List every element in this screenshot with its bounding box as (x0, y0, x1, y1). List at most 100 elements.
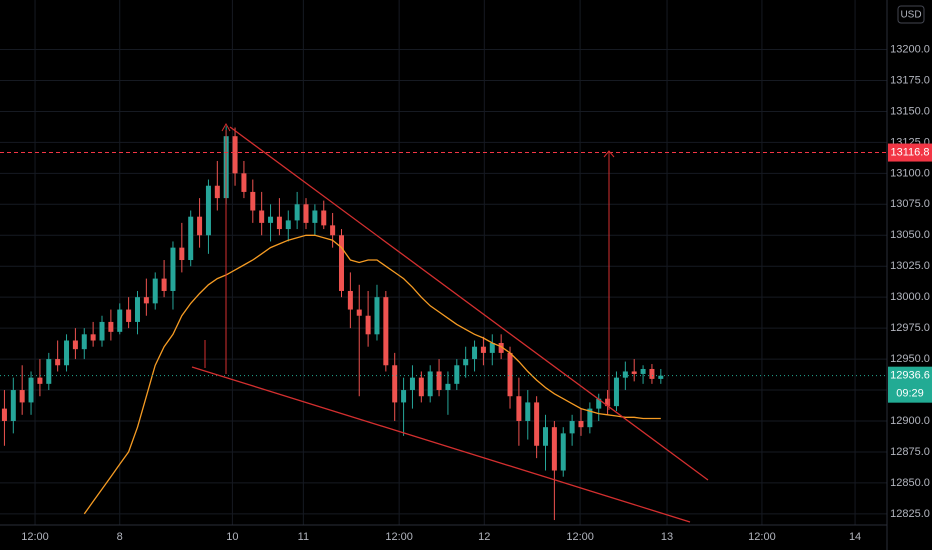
candle-body (214, 185, 220, 199)
y-tick-label: 12875.0 (890, 446, 930, 458)
x-tick-label: 14 (849, 531, 861, 543)
price-axis: 12825.012850.012875.012900.012925.012950… (888, 43, 932, 520)
candle-body (418, 377, 424, 397)
candle-body (436, 371, 442, 391)
currency-box[interactable] (897, 5, 925, 24)
candle-body (312, 210, 318, 223)
candle-body (161, 278, 167, 291)
candle-body (569, 420, 575, 434)
candle-body (347, 290, 353, 310)
candle-body (28, 377, 34, 403)
candle-body (578, 420, 584, 428)
y-tick-label: 13100.0 (890, 167, 930, 179)
price-box (888, 366, 932, 403)
candle-body (294, 204, 300, 221)
candle-body (99, 321, 105, 341)
candle-body (374, 297, 380, 335)
countdown: 09:29 (896, 388, 924, 400)
candle-body (463, 359, 469, 366)
arrow-head (603, 150, 615, 158)
candle-body (640, 368, 646, 374)
trend-line (191, 366, 691, 523)
x-tick-label: 8 (117, 531, 123, 543)
candle-body (143, 297, 149, 304)
candle-body (72, 340, 78, 350)
y-tick-label: 13050.0 (890, 229, 930, 241)
candle-body (205, 185, 211, 236)
candle-body (179, 247, 185, 261)
x-tick-label: 12:00 (21, 531, 49, 543)
y-tick-label: 13075.0 (890, 198, 930, 210)
candle-body (631, 371, 637, 374)
candle-body (10, 390, 16, 421)
candle-body (338, 235, 344, 291)
x-tick-label: 12:00 (566, 531, 594, 543)
candle-body (126, 309, 132, 322)
candle-body (622, 371, 628, 378)
candle-body (250, 191, 256, 211)
candle-body (197, 216, 203, 236)
candle-body (489, 342, 495, 353)
candle-body (596, 398, 602, 409)
candle-body (170, 247, 176, 291)
drawings (191, 122, 709, 523)
candle-body (241, 173, 247, 192)
candle-body (117, 309, 123, 332)
y-tick-label: 12825.0 (890, 508, 930, 520)
candle-body (480, 346, 486, 353)
candle-body (285, 220, 291, 230)
x-tick-label: 11 (298, 531, 309, 543)
x-tick-label: 13 (661, 531, 673, 543)
candle-body (134, 297, 140, 322)
price-label: 13116.8 (891, 146, 930, 158)
candle-body (543, 427, 549, 446)
candle-body (365, 315, 371, 335)
grid (0, 0, 887, 525)
y-tick-label: 13000.0 (890, 291, 930, 303)
candle-body (188, 216, 194, 261)
candle-body (232, 136, 238, 174)
candle-body (356, 309, 362, 316)
candle-body (658, 375, 664, 379)
candle-body (649, 368, 655, 379)
y-tick-label: 13025.0 (890, 260, 930, 272)
candle-body (330, 225, 336, 236)
candle-body (81, 334, 87, 350)
candle-body (613, 377, 619, 407)
candle-body (498, 342, 504, 353)
candle-body (560, 433, 566, 471)
candle-body (551, 427, 557, 471)
y-tick-label: 13175.0 (890, 74, 930, 86)
candle-body (454, 365, 460, 384)
y-tick-label: 13200.0 (890, 43, 930, 55)
candle-body (445, 383, 451, 391)
arrow-head (221, 122, 231, 132)
x-tick-label: 12:00 (748, 531, 776, 543)
y-tick-label: 12975.0 (890, 322, 930, 334)
candle-body (605, 398, 611, 407)
candle-body (383, 297, 389, 366)
candle-body (507, 352, 513, 397)
y-tick-label: 12900.0 (890, 415, 930, 427)
candle-body (587, 408, 593, 428)
x-tick-label: 10 (226, 531, 238, 543)
candle-body (276, 216, 282, 230)
candle-body (46, 359, 52, 384)
moving-average (83, 234, 661, 515)
y-tick-label: 12850.0 (890, 477, 930, 489)
price-label: 12936.6 (890, 370, 930, 382)
candle-body (392, 365, 398, 403)
candle-body (268, 216, 274, 223)
candle-body (303, 204, 309, 223)
x-tick-label: 12:00 (385, 531, 413, 543)
candle-body (37, 377, 43, 384)
currency: USD (900, 10, 921, 21)
candle-body (19, 390, 25, 403)
candle-body (321, 210, 327, 226)
price-box (888, 143, 932, 162)
candle-body (525, 402, 531, 421)
candle-body (259, 210, 265, 223)
